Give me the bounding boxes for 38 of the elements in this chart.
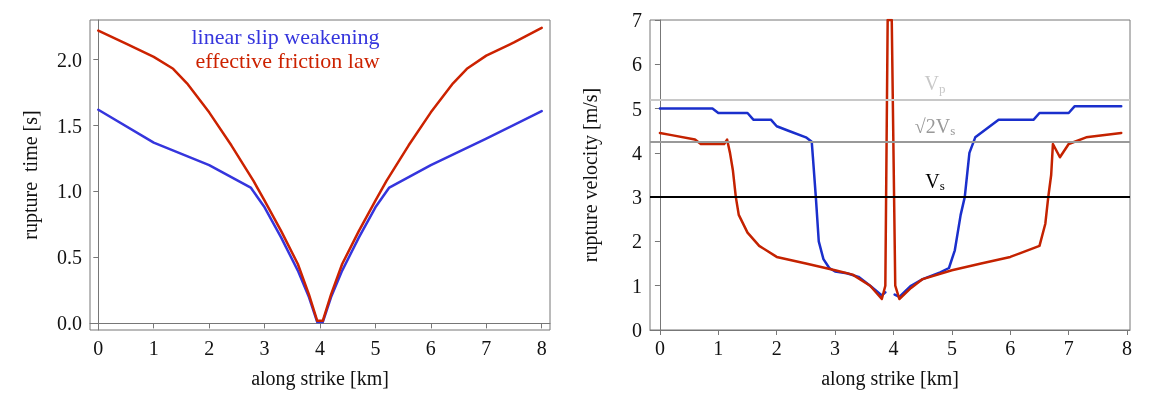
x-tick-label: 0 xyxy=(654,337,665,359)
x-tick-label: 4 xyxy=(888,337,899,359)
line-series xyxy=(97,26,543,323)
x-tick-label: 4 xyxy=(315,337,325,359)
x-tick-label: 5 xyxy=(946,337,957,359)
x-tick-label: 6 xyxy=(425,337,436,359)
x-tick-label: 5 xyxy=(370,337,381,359)
y-tick-label: 6 xyxy=(632,53,642,76)
y-tick-label: 1 xyxy=(632,274,642,297)
y-tick-label: 0 xyxy=(632,319,642,341)
x-tick-label: 0 xyxy=(93,337,104,359)
x-tick-label: 8 xyxy=(536,337,547,359)
y-tick-label: 3 xyxy=(632,186,642,209)
x-tick-label: 2 xyxy=(204,337,215,359)
y-tick-label: 2 xyxy=(632,230,642,253)
x-tick-label: 7 xyxy=(1063,337,1074,359)
y-tick-label: 5 xyxy=(632,97,642,120)
y-tick-label: 1.5 xyxy=(57,114,82,137)
y-tick-label: 1.0 xyxy=(57,180,82,203)
x-tick-label: 3 xyxy=(830,337,841,359)
x-axis-title: along strike [km] xyxy=(251,367,389,390)
y-tick-label: 0.5 xyxy=(57,246,82,269)
x-tick-label: 8 xyxy=(1122,337,1133,359)
y-axis-title: rupture time [s] xyxy=(19,110,42,240)
line-series xyxy=(658,18,1123,301)
x-axis-title: along strike [km] xyxy=(821,367,959,390)
y-axis-title: rupture velocity [m/s] xyxy=(579,87,602,263)
x-tick-label: 2 xyxy=(771,337,782,359)
x-tick-label: 7 xyxy=(481,337,492,359)
x-tick-label: 3 xyxy=(259,337,270,359)
y-tick-label: 7 xyxy=(632,9,642,31)
text: linear slip weakening xyxy=(191,23,380,49)
x-tick-label: 1 xyxy=(713,337,724,359)
y-tick-label: 4 xyxy=(632,141,642,164)
x-tick-label: 1 xyxy=(148,337,159,359)
y-tick-label: 0.0 xyxy=(57,312,82,335)
x-tick-label: 6 xyxy=(1005,337,1016,359)
y-tick-label: 2.0 xyxy=(57,48,82,71)
